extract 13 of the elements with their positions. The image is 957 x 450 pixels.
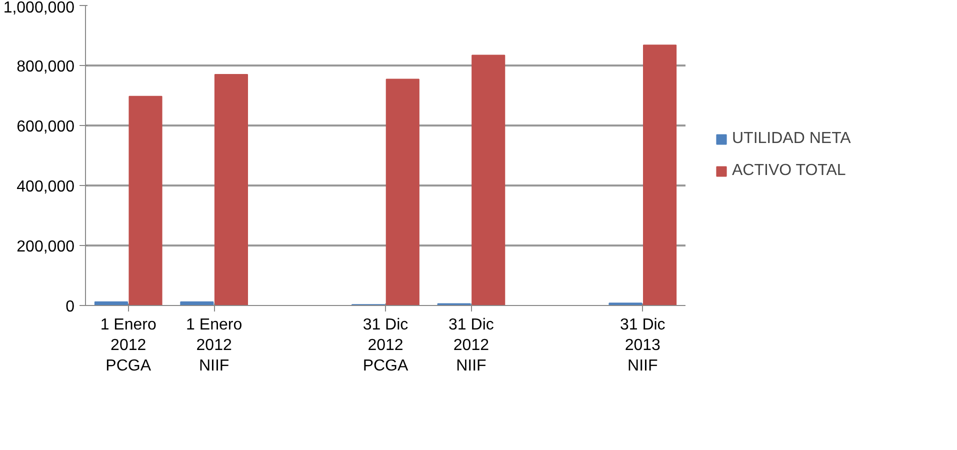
y-tick-label: 400,000 [16, 178, 75, 196]
x-tick-label: 31 Dic 2012 NIIF [448, 316, 494, 374]
y-tick-label: 1,000,000 [3, 0, 75, 16]
legend-label: UTILIDAD NETA [732, 130, 851, 148]
x-tick-label: 31 Dic 2012 PCGA [362, 316, 408, 374]
y-tick-label: 800,000 [16, 58, 75, 76]
y-tick-label: 200,000 [16, 238, 75, 256]
y-tick-label: 0 [66, 298, 75, 316]
legend-label: ACTIVO TOTAL [732, 162, 846, 180]
x-tick-label: 31 Dic 2013 NIIF [620, 316, 666, 374]
x-tick-label: 1 Enero 2012 PCGA [100, 316, 156, 374]
x-tick-label: 1 Enero 2012 NIIF [186, 316, 242, 374]
y-tick-label: 600,000 [16, 118, 75, 136]
